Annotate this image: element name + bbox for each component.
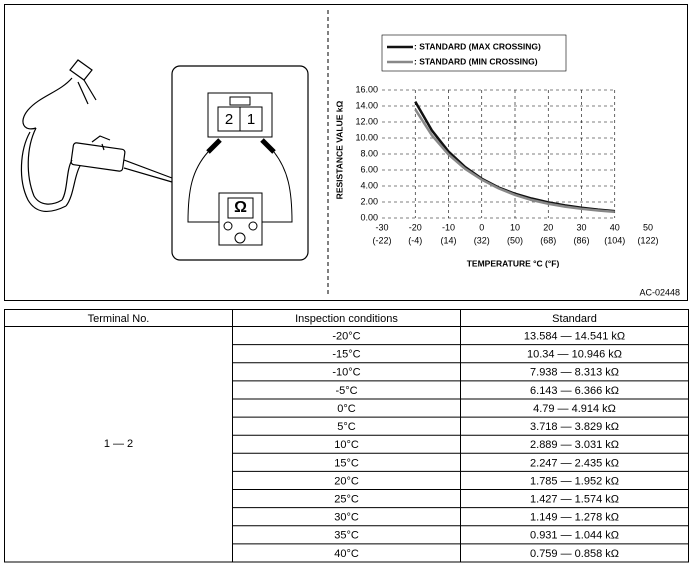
x-tick-label: 50 bbox=[643, 222, 653, 232]
y-tick-label: 12.00 bbox=[355, 116, 378, 126]
legend-frame bbox=[381, 34, 567, 72]
table-cell: 15°C bbox=[334, 457, 359, 469]
ohmmeter bbox=[218, 192, 263, 246]
table-cell: 3.718 — 3.829 kΩ bbox=[530, 421, 619, 433]
table-cell: 25°C bbox=[334, 494, 359, 506]
table-header: Inspection conditions bbox=[295, 313, 398, 325]
dial bbox=[234, 232, 246, 244]
figure-frame bbox=[4, 4, 688, 301]
connector bbox=[207, 92, 273, 138]
x-tick-label: 10 bbox=[510, 222, 520, 232]
table-cell: -15°C bbox=[332, 349, 360, 361]
table-cell: 4.79 — 4.914 kΩ bbox=[533, 403, 616, 415]
table-cell: 0°C bbox=[337, 403, 356, 415]
table-cell: 30°C bbox=[334, 512, 359, 524]
table-cell: 2.247 — 2.435 kΩ bbox=[530, 457, 619, 469]
x-tick-label-secondary: (14) bbox=[440, 235, 456, 245]
y-tick-label: 6.00 bbox=[360, 164, 378, 174]
pin-label: 1 bbox=[247, 111, 255, 128]
x-tick-label: 20 bbox=[543, 222, 553, 232]
y-axis-label: RESISTANCE VALUE kΩ bbox=[334, 101, 344, 200]
legend-label: : STANDARD (MAX CROSSING) bbox=[414, 41, 541, 51]
x-tick-label-secondary: (104) bbox=[604, 235, 625, 245]
terminal-minus bbox=[248, 221, 258, 231]
table-header: Standard bbox=[552, 313, 597, 325]
table-cell: 7.938 — 8.313 kΩ bbox=[530, 367, 619, 379]
x-tick-label-secondary: (-22) bbox=[372, 235, 391, 245]
x-tick-label-secondary: (32) bbox=[474, 235, 490, 245]
table-cell: -20°C bbox=[332, 330, 360, 342]
x-tick-label: 30 bbox=[576, 222, 586, 232]
x-tick-label-secondary: (50) bbox=[507, 235, 523, 245]
table-cell: 10°C bbox=[334, 439, 359, 451]
y-tick-label: 14.00 bbox=[355, 100, 378, 110]
table-cell: 6.143 — 6.366 kΩ bbox=[530, 385, 619, 397]
x-tick-label: 40 bbox=[610, 222, 620, 232]
x-tick-label: -30 bbox=[375, 222, 388, 232]
x-tick-label: 0 bbox=[479, 222, 484, 232]
table-cell: 0.759 — 0.858 kΩ bbox=[530, 548, 619, 560]
table-cell: 1.427 — 1.574 kΩ bbox=[530, 494, 619, 506]
x-tick-label-secondary: (-4) bbox=[408, 235, 422, 245]
y-tick-label: 10.00 bbox=[355, 132, 378, 142]
y-tick-label: 16.00 bbox=[355, 84, 378, 94]
y-tick-label: 8.00 bbox=[360, 148, 378, 158]
pin-label: 2 bbox=[225, 111, 233, 128]
y-tick-label: 2.00 bbox=[360, 196, 378, 206]
x-tick-label: -20 bbox=[409, 222, 422, 232]
table-cell: -10°C bbox=[332, 367, 360, 379]
series-line bbox=[414, 108, 615, 214]
table-cell: -5°C bbox=[335, 385, 357, 397]
table-cell: 2.889 — 3.031 kΩ bbox=[530, 439, 619, 451]
table-frame bbox=[4, 309, 689, 563]
table-header: Terminal No. bbox=[88, 313, 150, 325]
probe bbox=[260, 138, 276, 154]
x-tick-label-secondary: (86) bbox=[573, 235, 589, 245]
y-tick-label: 0.00 bbox=[360, 212, 378, 222]
probe bbox=[206, 138, 222, 154]
detail-frame bbox=[171, 65, 309, 261]
table-cell: 35°C bbox=[334, 530, 359, 542]
table-cell: 1 — 2 bbox=[104, 438, 133, 450]
x-tick-label-secondary: (122) bbox=[637, 235, 658, 245]
harness-sketch bbox=[20, 59, 173, 212]
table-cell: 13.584 — 14.541 kΩ bbox=[524, 330, 625, 342]
x-axis-label: TEMPERATURE °C (°F) bbox=[467, 258, 560, 268]
x-tick-label-secondary: (68) bbox=[540, 235, 556, 245]
table-cell: 40°C bbox=[334, 548, 359, 560]
ohm-symbol: Ω bbox=[234, 199, 247, 216]
connector-latch bbox=[229, 96, 251, 106]
ohmmeter-display bbox=[227, 197, 254, 219]
table-cell: 5°C bbox=[337, 421, 356, 433]
table-cell: 10.34 — 10.946 kΩ bbox=[527, 349, 622, 361]
lead-wire bbox=[187, 151, 293, 223]
table-cell: 20°C bbox=[334, 475, 359, 487]
table-cell: 1.149 — 1.278 kΩ bbox=[530, 512, 619, 524]
pin-cell bbox=[239, 106, 263, 132]
terminal-plus bbox=[223, 221, 233, 231]
table-cell: 0.931 — 1.044 kΩ bbox=[530, 530, 619, 542]
x-tick-label: -10 bbox=[442, 222, 455, 232]
table-cell: 1.785 — 1.952 kΩ bbox=[530, 475, 619, 487]
y-tick-label: 4.00 bbox=[360, 180, 378, 190]
legend-label: : STANDARD (MIN CROSSING) bbox=[414, 56, 538, 66]
figure-code: AC-02448 bbox=[639, 287, 680, 297]
